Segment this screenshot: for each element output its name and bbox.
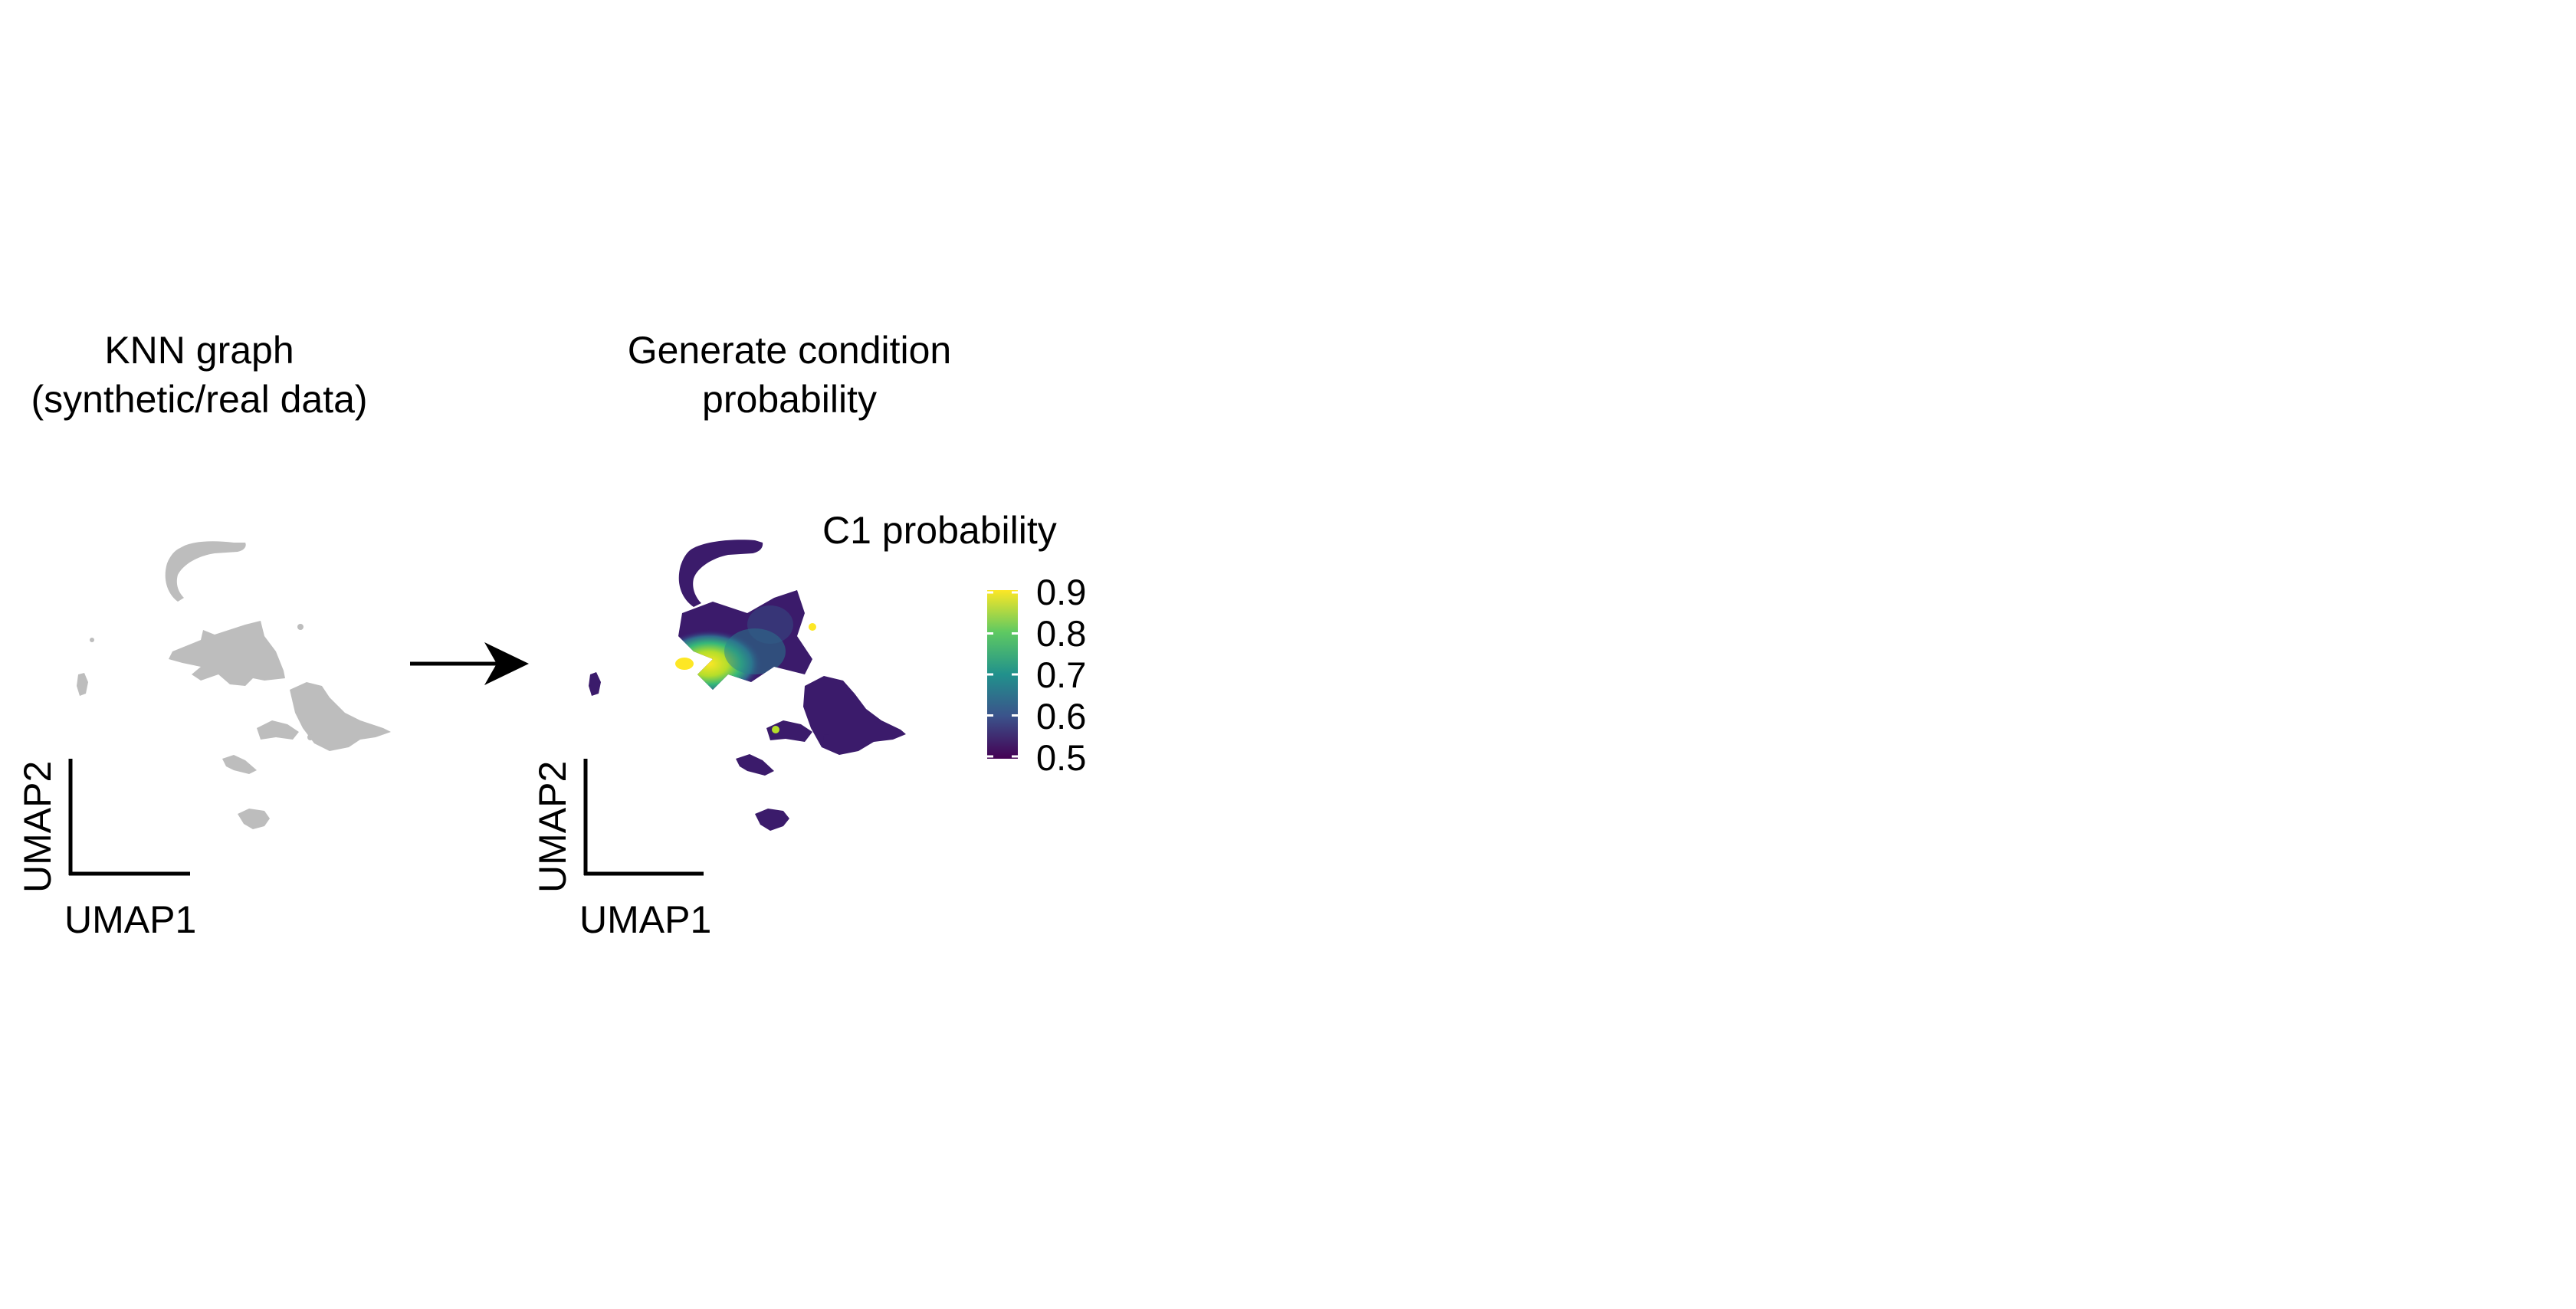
- panel1-cluster-hook: [165, 541, 246, 602]
- panel1-title-line1: KNN graph: [104, 329, 294, 372]
- panel1-cluster-mid: [257, 720, 299, 740]
- legend-tick-label: 0.9: [1036, 572, 1087, 612]
- panel1-title-line2: (synthetic/real data): [31, 378, 368, 421]
- panel2-cluster-small-a: [736, 754, 774, 776]
- panel1-cluster-dot3: [307, 734, 313, 740]
- panel2-cluster-mid: [766, 720, 812, 742]
- arrow-head: [484, 642, 529, 685]
- legend-tick-label: 0.8: [1036, 613, 1087, 654]
- legend-tick-label: 0.7: [1036, 654, 1087, 695]
- panel1-ylabel: UMAP2: [16, 760, 59, 893]
- panel2-cluster-hook: [678, 540, 763, 607]
- panel2-axes: [583, 759, 704, 876]
- panel2-title: Generate condition probability: [590, 326, 989, 424]
- panel2-cluster-dot: [809, 623, 816, 631]
- legend-tick-label: 0.5: [1036, 737, 1087, 778]
- panel2-cluster-dot2: [772, 726, 779, 733]
- colorbar: [987, 590, 1018, 759]
- panel2-cluster-right: [803, 676, 906, 755]
- legend-tick-label: 0.6: [1036, 696, 1087, 737]
- panel2-cluster-small-b: [755, 809, 789, 831]
- panel1-cluster-small-a: [222, 755, 257, 774]
- panel1-cluster-right: [290, 682, 391, 751]
- panel1-cluster-left: [77, 673, 88, 696]
- panel1-xlabel: UMAP1: [64, 898, 197, 941]
- panel1-title: KNN graph (synthetic/real data): [0, 326, 399, 424]
- colorbar-ticks: [987, 591, 1018, 758]
- panel2-title-line2: probability: [702, 378, 877, 421]
- panel1-cluster-dot: [297, 624, 304, 630]
- panel1-cluster-central: [169, 621, 285, 686]
- panel2-cluster-dot3: [823, 734, 829, 740]
- panel1-umap: [77, 541, 391, 829]
- panel2-umap: [589, 540, 906, 831]
- panel2-title-line1: Generate condition: [627, 329, 952, 372]
- legend-title: C1 probability: [822, 509, 1057, 552]
- panel1-cluster-dot2: [90, 638, 94, 642]
- panel1-cluster-small-b: [238, 809, 270, 829]
- panel2-ylabel: UMAP2: [531, 760, 574, 893]
- panel2-xlabel: UMAP1: [579, 898, 712, 941]
- panel2-cluster-central: [675, 590, 812, 690]
- panel2-cluster-left: [589, 672, 601, 696]
- panel1-axes: [68, 759, 190, 876]
- arrow: [410, 642, 529, 685]
